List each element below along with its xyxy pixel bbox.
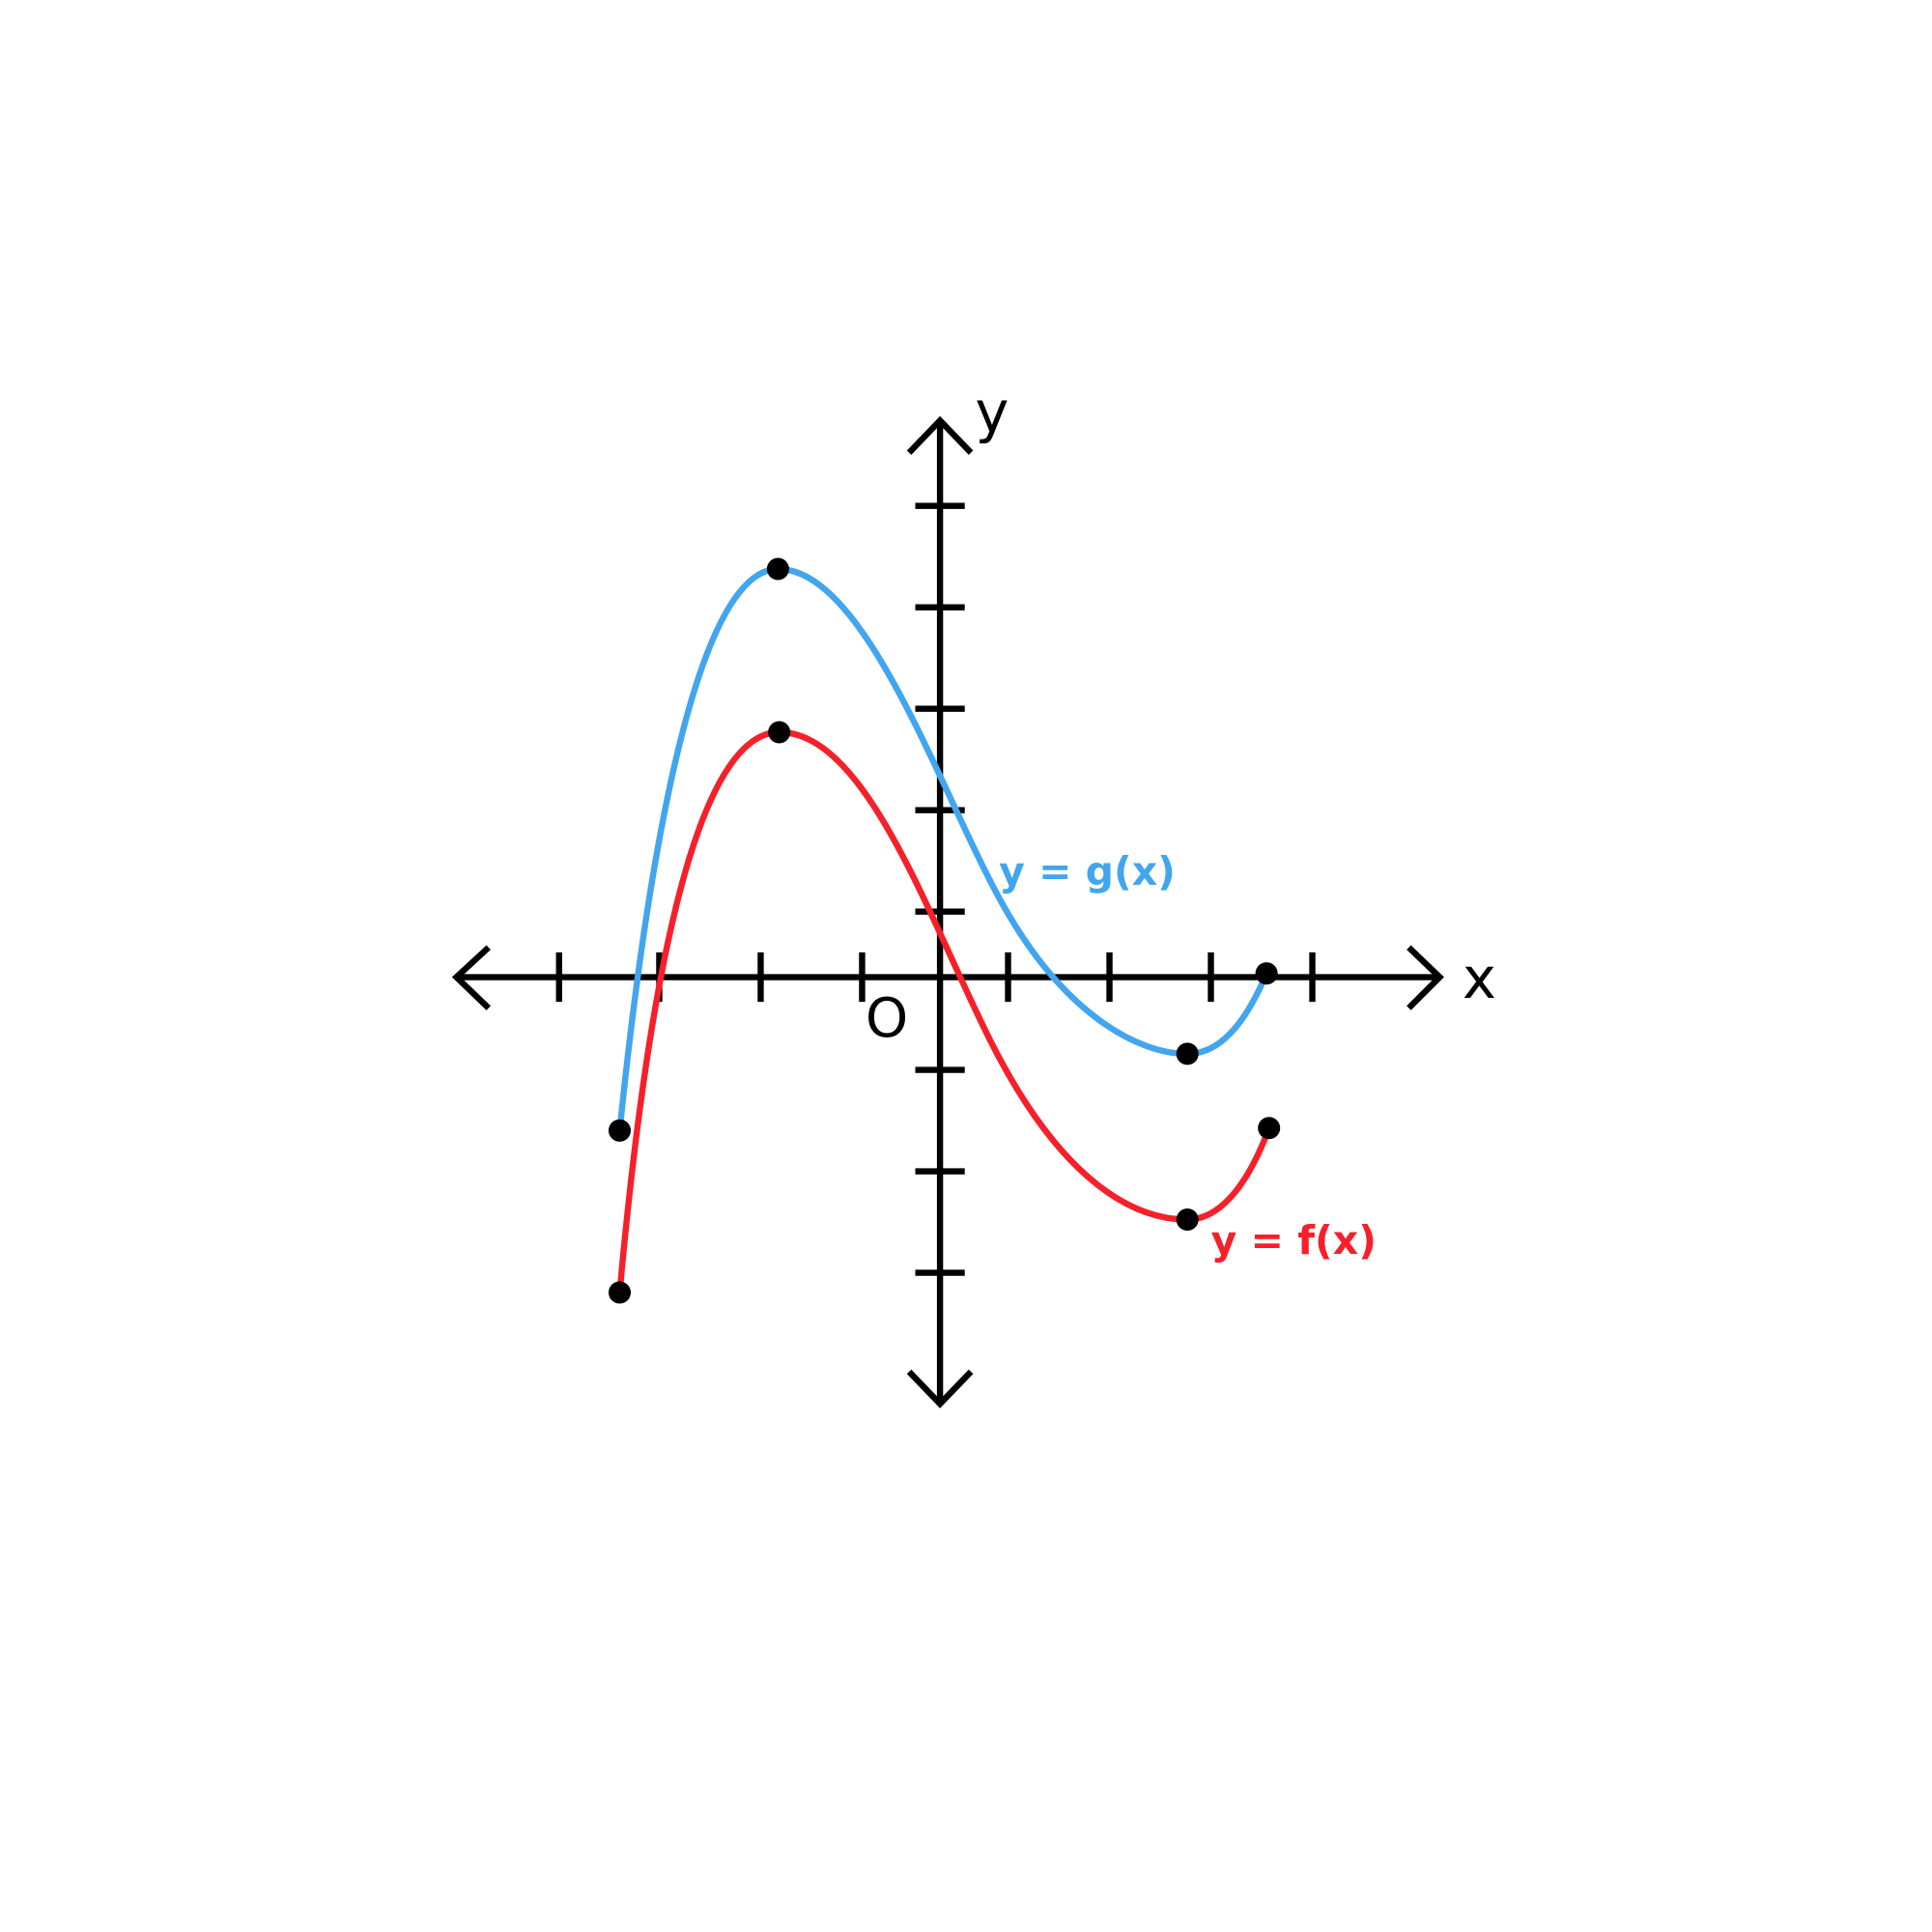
point <box>1255 962 1278 985</box>
y-arrow-down <box>906 1369 974 1408</box>
point <box>766 557 789 581</box>
point <box>768 721 791 744</box>
y-ticks <box>915 502 965 1276</box>
points <box>608 557 1281 1304</box>
point <box>1258 1117 1281 1140</box>
point <box>608 1281 632 1304</box>
x-ticks <box>555 952 1316 1003</box>
curve-label: y = g(x) <box>999 848 1176 895</box>
origin-label: O <box>866 987 908 1050</box>
y-axis-label: y <box>975 378 1009 444</box>
curve-f <box>616 728 1272 1293</box>
x-arrow-left <box>451 945 491 1010</box>
x-arrow-right <box>1406 945 1444 1010</box>
point <box>1176 1208 1199 1232</box>
x-axis-label: x <box>1463 945 1496 1011</box>
curve-label: y = f(x) <box>1211 1217 1377 1264</box>
point <box>1176 1042 1199 1065</box>
y-arrow-up <box>906 415 974 455</box>
point <box>608 1119 632 1142</box>
